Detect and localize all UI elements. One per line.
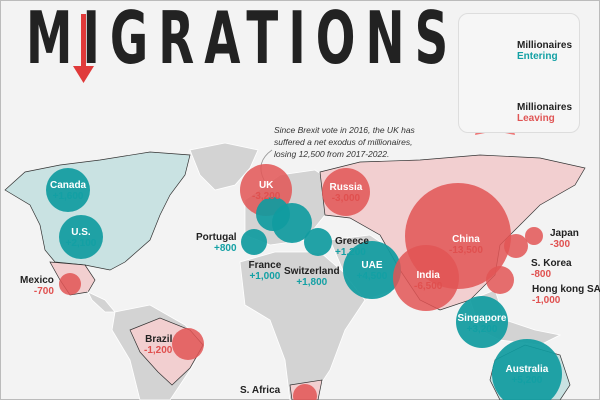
country-name: Hong kong SAR — [532, 284, 600, 295]
country-value: +2,100 — [65, 238, 97, 249]
title-arrow-icon — [73, 14, 94, 83]
country-name: Russia — [329, 182, 363, 193]
country-value: -1,200 — [144, 345, 173, 356]
brexit-annotation: Since Brexit vote in 2016, the UK has su… — [274, 125, 415, 159]
label-brazil: Brazil -1,200 — [144, 334, 172, 356]
bubble-switzerland — [272, 203, 312, 243]
legend-entering-line2: Entering — [517, 51, 558, 62]
greenland — [189, 142, 259, 191]
central-america — [87, 291, 116, 313]
country-value: -700 — [33, 286, 54, 297]
label-australia: Australia +5,200 — [506, 364, 549, 386]
country-name: UK — [258, 180, 274, 191]
country-value: +800 — [214, 243, 237, 254]
page-title: MIGRATIONS — [26, 0, 459, 80]
bubble-singapore — [456, 296, 508, 348]
country-name: Canada — [50, 180, 87, 191]
label-portugal: Portugal +800 — [196, 232, 237, 254]
country-value: +3,200 — [466, 324, 498, 335]
country-value: +1,600 — [52, 191, 84, 202]
bubble-portugal — [241, 229, 267, 255]
label-u-s-: U.S. +2,100 — [66, 227, 97, 249]
country-value: -6,500 — [414, 281, 443, 292]
bubble-s-africa — [293, 384, 317, 400]
bubble-canada — [46, 168, 90, 212]
country-name: S. Korea — [531, 258, 572, 269]
label-japan: Japan -300 — [550, 228, 579, 250]
bubbles — [46, 164, 562, 400]
legend-entering-line1: Millionaires — [517, 40, 573, 51]
bubble-russia — [322, 168, 370, 216]
bubble-u-s- — [59, 215, 103, 259]
label-uae: UAE +4,500 — [357, 260, 388, 282]
country-value: -3,200 — [252, 191, 281, 202]
bubble-s-korea — [504, 234, 528, 258]
bubble-japan — [525, 227, 543, 245]
legend: Millionaires Entering Millionaires Leavi… — [458, 13, 580, 133]
legend-leaving-line1: Millionaires — [517, 102, 573, 113]
country-name: Mexico — [20, 275, 54, 286]
north-america-tinted — [4, 151, 191, 271]
label-s-korea: S. Korea -800 — [531, 258, 572, 280]
country-value: +1,000 — [249, 271, 281, 282]
bubble-mexico — [59, 273, 81, 295]
label-india: India -6,500 — [414, 270, 442, 292]
country-name: U.S. — [71, 227, 91, 238]
bubble-brazil — [172, 328, 204, 360]
label-canada: Canada +1,600 — [50, 180, 86, 202]
country-value: -3,000 — [331, 193, 361, 204]
bubble-china — [405, 183, 511, 289]
bubble-hong-kong-sar — [486, 266, 514, 294]
bubble-greece — [304, 228, 332, 256]
label-russia: Russia -3,000 — [330, 182, 363, 204]
label-uk: UK -3,200 — [252, 180, 280, 202]
legend-leaving: Millionaires Leaving — [517, 102, 572, 124]
country-name: China — [452, 234, 480, 245]
country-value: +5,200 — [511, 375, 543, 386]
legend-entering: Millionaires Entering — [517, 40, 572, 62]
bubble-australia — [492, 339, 562, 400]
label-singapore: Singapore +3,200 — [458, 313, 507, 335]
country-name: Portugal — [196, 232, 237, 243]
legend-leaving-line2: Leaving — [517, 113, 555, 124]
label-mexico: Mexico -700 — [20, 275, 54, 297]
country-name: S. Africa — [240, 385, 281, 396]
label-france: France +1,000 — [249, 260, 282, 282]
country-value: +4,500 — [356, 271, 388, 282]
label-s-africa: S. Africa — [240, 385, 280, 396]
country-value: -800 — [531, 269, 552, 280]
country-name: UAE — [361, 260, 383, 271]
label-switzerland: Switzerland +1,800 — [284, 266, 340, 288]
country-name: Switzerland — [284, 266, 340, 277]
country-value: +1,200 — [335, 247, 366, 258]
country-name: France — [248, 260, 282, 271]
country-name: Greece — [335, 236, 369, 247]
country-value: +1,800 — [296, 277, 328, 288]
label-hong-kong-sar: Hong kong SAR-1,000 — [532, 284, 600, 306]
country-name: Singapore — [457, 313, 507, 324]
label-greece: Greece +1,200 — [335, 236, 369, 258]
country-value: -13,500 — [449, 245, 483, 256]
country-value: -300 — [550, 239, 571, 250]
bubble-uae — [343, 241, 401, 299]
country-name: India — [416, 270, 440, 281]
country-name: Australia — [505, 364, 549, 375]
label-china: China -13,500 — [449, 234, 483, 256]
country-value: -1,000 — [532, 295, 561, 306]
country-name: Japan — [550, 228, 579, 239]
country-name: Brazil — [145, 334, 173, 345]
